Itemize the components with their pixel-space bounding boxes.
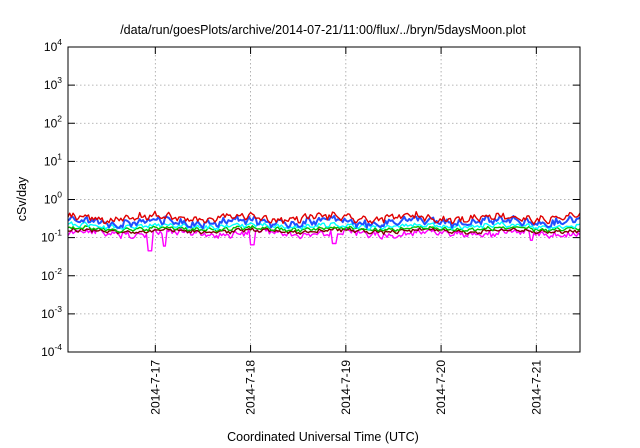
x-tick-label: 2014-7-17: [148, 360, 162, 415]
chart-title: /data/run/goesPlots/archive/2014-07-21/1…: [120, 23, 526, 37]
series-group: [67, 210, 581, 252]
y-tick-label: 103: [44, 75, 62, 92]
y-tick-label: 100: [44, 190, 62, 207]
x-tick-label: 2014-7-20: [434, 360, 448, 415]
y-tick-label: 102: [44, 113, 62, 130]
x-axis: 2014-7-17 2014-7-18 2014-7-19 2014-7-20 2014…: [148, 47, 543, 415]
grid: [68, 47, 580, 352]
y-axis-label: cSv/day: [15, 176, 29, 221]
x-axis-label: Coordinated Universal Time (UTC): [227, 430, 419, 444]
y-tick-label: 10-4: [41, 342, 62, 359]
series-line-4: [67, 221, 581, 231]
y-tick-label: 101: [44, 151, 62, 168]
y-tick-label: 10-3: [41, 304, 62, 321]
series-line-2: [67, 227, 581, 236]
x-tick-label: 2014-7-18: [244, 360, 258, 415]
series-line-6: [67, 210, 581, 225]
y-tick-label: 10-2: [41, 266, 62, 283]
series-line-3: [67, 224, 581, 233]
y-tick-label: 104: [44, 37, 62, 54]
y-tick-label: 10-1: [41, 228, 62, 245]
x-tick-label: 2014-7-19: [339, 360, 353, 415]
y-axis: 10-4 10-3 10-2 10-1 100 101 102 103 104: [41, 37, 580, 359]
x-tick-label: 2014-7-21: [529, 360, 543, 415]
